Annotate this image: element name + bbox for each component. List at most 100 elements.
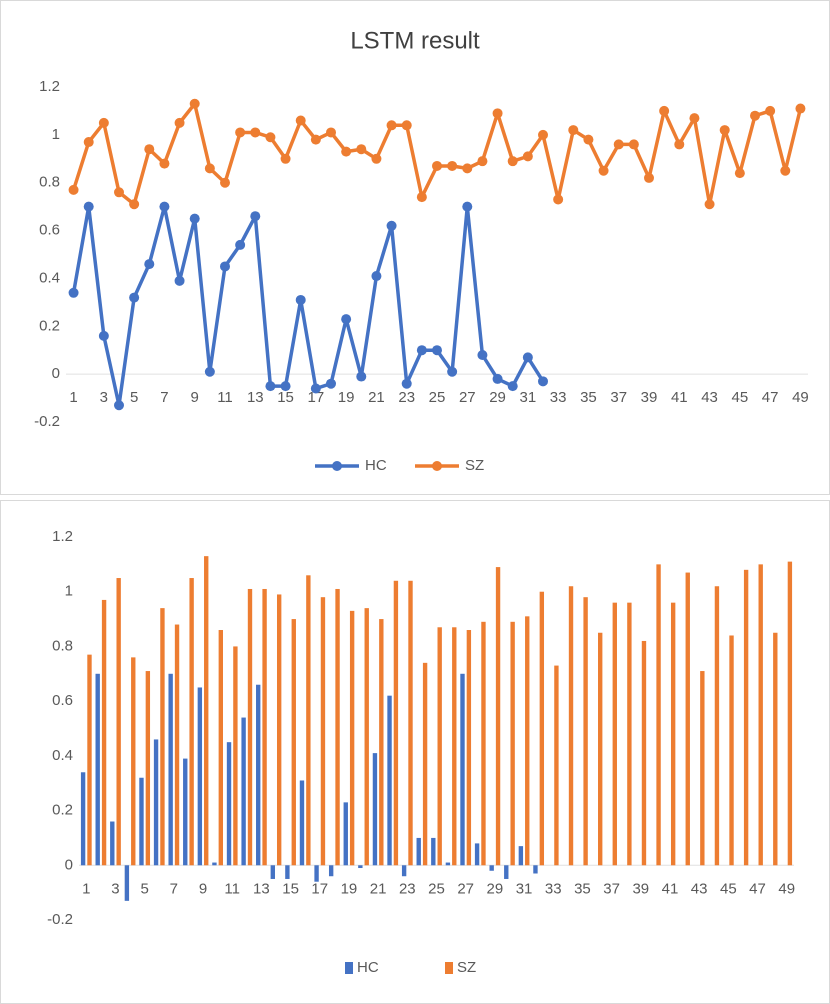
- bar: [554, 665, 559, 866]
- bar: [80, 772, 86, 866]
- chart-frame: [0, 0, 830, 495]
- x-tick-label: 39: [641, 389, 658, 406]
- point: [613, 139, 624, 150]
- bar: [247, 588, 253, 866]
- point: [235, 239, 246, 250]
- bar: [124, 865, 130, 901]
- x-tick-label: 13: [247, 389, 264, 406]
- x-tick-label: 49: [778, 880, 795, 897]
- bar: [320, 597, 326, 866]
- bar: [262, 588, 267, 866]
- bar: [568, 586, 574, 866]
- bar: [627, 602, 632, 866]
- point: [416, 192, 427, 203]
- point: [280, 153, 291, 164]
- bar: [408, 580, 413, 866]
- bar: [87, 654, 92, 866]
- point: [98, 330, 109, 341]
- x-tick-label: 7: [160, 389, 168, 406]
- x-tick-label: 5: [130, 389, 138, 406]
- bar: [306, 575, 311, 866]
- point: [174, 275, 185, 286]
- bar: [518, 846, 524, 866]
- y-tick-label: 0.8: [39, 174, 60, 191]
- point: [734, 168, 745, 179]
- point: [598, 165, 609, 176]
- point: [68, 287, 79, 298]
- legend-marker: [432, 461, 442, 471]
- point: [628, 139, 639, 150]
- x-tick-label: 13: [253, 880, 270, 897]
- bar: [314, 865, 319, 882]
- x-tick-label: 23: [398, 389, 415, 406]
- bar: [758, 564, 763, 866]
- bar: [285, 865, 290, 879]
- x-tick-label: 21: [370, 880, 387, 897]
- x-tick-label: 11: [217, 389, 233, 406]
- point: [144, 259, 155, 270]
- bar: [729, 635, 734, 866]
- y-tick-label: 1: [52, 126, 60, 143]
- bar: [416, 837, 421, 866]
- bar: [291, 619, 296, 866]
- bar: [533, 865, 538, 874]
- bar: [787, 561, 793, 866]
- x-tick-label: 27: [457, 880, 474, 897]
- point: [310, 134, 321, 145]
- x-tick-label: 9: [191, 389, 199, 406]
- x-tick-label: 45: [732, 389, 749, 406]
- legend-label: HC: [365, 457, 387, 474]
- point: [401, 120, 412, 131]
- bar: [422, 662, 428, 866]
- x-tick-label: 25: [428, 880, 445, 897]
- point: [416, 345, 427, 356]
- point: [204, 163, 215, 174]
- bar: [387, 695, 392, 866]
- point: [356, 144, 367, 155]
- point: [674, 139, 685, 150]
- bar: [460, 673, 465, 866]
- bar: [495, 567, 501, 866]
- bar: [431, 837, 436, 866]
- x-tick-label: 11: [224, 880, 240, 897]
- bar: [218, 630, 223, 866]
- point: [659, 105, 670, 116]
- bar: [583, 597, 588, 866]
- x-tick-label: 31: [520, 389, 537, 406]
- bar: [504, 865, 509, 879]
- point: [780, 165, 791, 176]
- point: [295, 294, 306, 305]
- x-tick-label: 45: [720, 880, 737, 897]
- x-tick-label: 3: [100, 389, 108, 406]
- x-tick-label: 15: [282, 880, 299, 897]
- bar: [670, 602, 676, 866]
- point: [310, 383, 321, 394]
- x-tick-label: 3: [111, 880, 119, 897]
- x-tick-label: 43: [691, 880, 708, 897]
- point: [326, 378, 336, 389]
- point: [356, 371, 367, 382]
- y-tick-label: 1.2: [39, 78, 60, 95]
- y-tick-label: -0.2: [47, 911, 73, 928]
- point: [522, 151, 533, 162]
- point: [280, 381, 291, 392]
- point: [235, 127, 246, 138]
- point: [765, 105, 776, 116]
- bar: [641, 640, 647, 866]
- bar: [525, 616, 530, 866]
- point: [98, 117, 109, 128]
- point: [265, 132, 276, 143]
- point: [462, 201, 473, 212]
- point: [159, 201, 170, 212]
- bar: [110, 821, 115, 866]
- bar: [276, 594, 282, 866]
- x-tick-label: 41: [662, 880, 679, 897]
- x-tick-label: 49: [792, 389, 809, 406]
- bar: [358, 865, 363, 869]
- x-tick-label: 41: [671, 389, 688, 406]
- bar: [335, 588, 340, 866]
- point: [447, 366, 458, 377]
- point: [326, 127, 336, 138]
- x-tick-label: 9: [199, 880, 207, 897]
- point: [83, 137, 94, 148]
